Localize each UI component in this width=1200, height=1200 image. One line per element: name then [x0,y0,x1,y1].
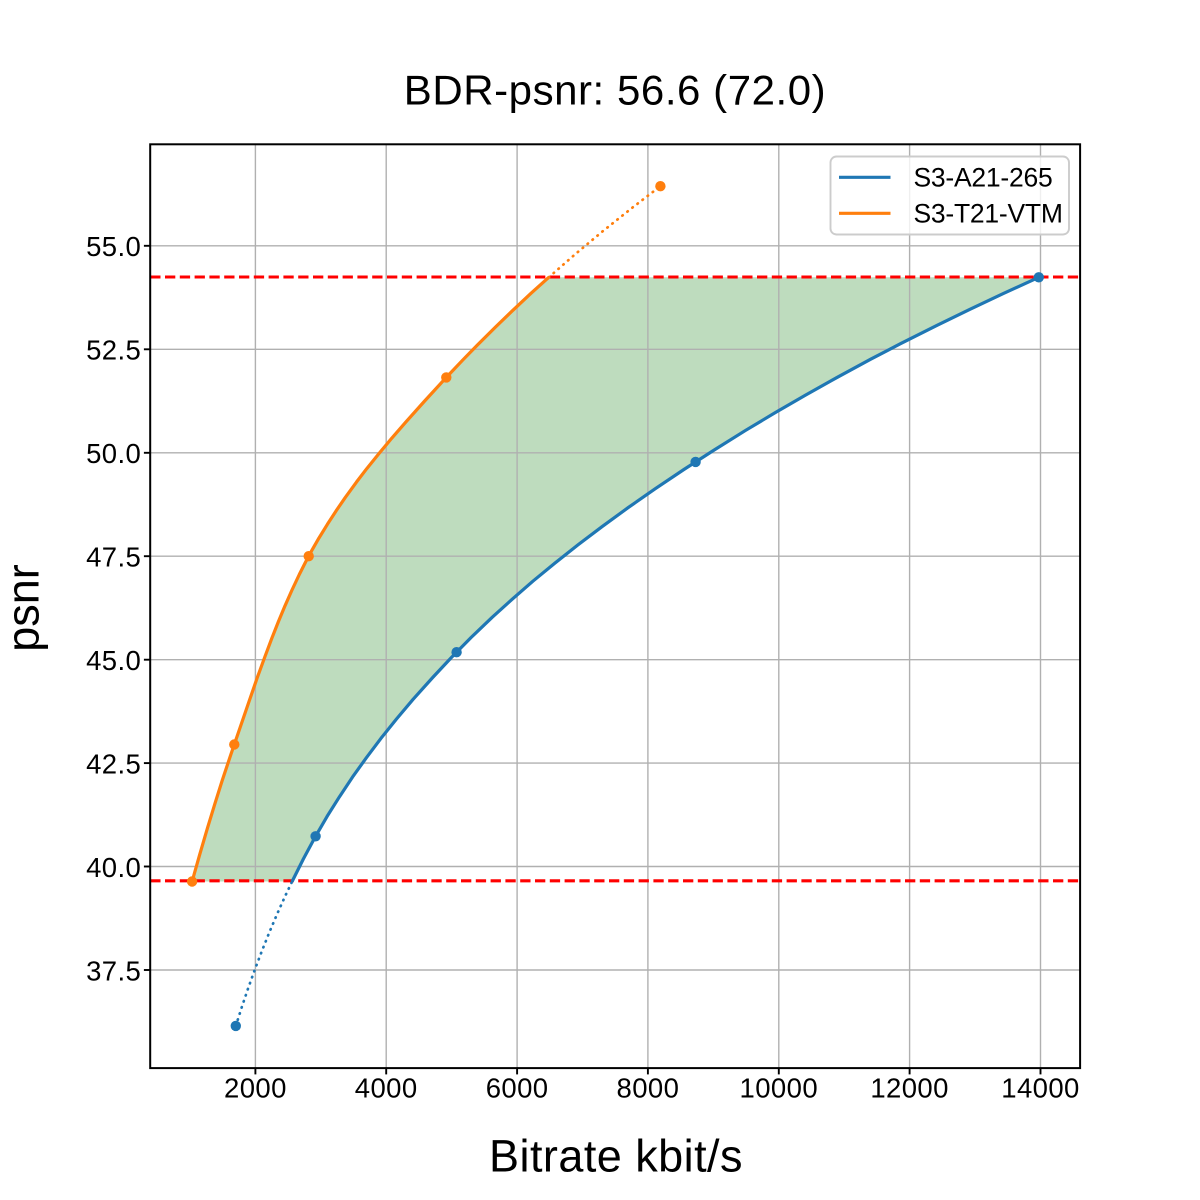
svg-text:BDR-psnr: 56.6 (72.0): BDR-psnr: 56.6 (72.0) [404,66,826,113]
svg-text:8000: 8000 [617,1073,680,1104]
svg-text:37.5: 37.5 [86,955,141,986]
svg-text:6000: 6000 [486,1073,549,1104]
svg-text:52.5: 52.5 [86,335,141,366]
svg-text:12000: 12000 [870,1073,948,1104]
svg-text:S3-T21-VTM: S3-T21-VTM [914,198,1063,228]
svg-text:4000: 4000 [355,1073,418,1104]
svg-text:50.0: 50.0 [86,438,141,469]
svg-text:45.0: 45.0 [86,645,141,676]
svg-text:S3-A21-265: S3-A21-265 [914,162,1053,192]
svg-text:psnr: psnr [0,564,49,652]
svg-text:42.5: 42.5 [86,749,141,780]
svg-text:10000: 10000 [740,1073,818,1104]
svg-text:47.5: 47.5 [86,542,141,573]
svg-text:55.0: 55.0 [86,231,141,262]
svg-text:Bitrate kbit/s: Bitrate kbit/s [489,1130,743,1181]
svg-text:40.0: 40.0 [86,852,141,883]
svg-text:2000: 2000 [224,1073,287,1104]
svg-text:14000: 14000 [1001,1073,1079,1104]
